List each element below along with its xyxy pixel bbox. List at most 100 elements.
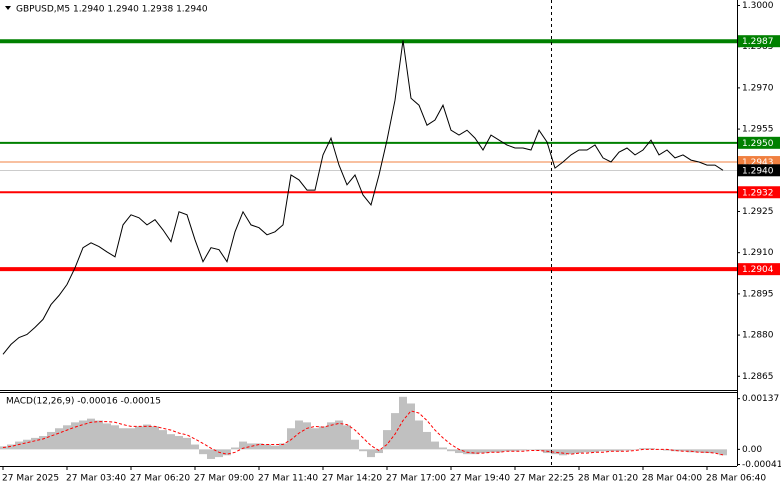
histogram-bar xyxy=(127,428,135,450)
histogram-bar xyxy=(63,425,71,450)
level-label: 1.2932 xyxy=(742,188,774,198)
price-line xyxy=(2,40,724,355)
histogram-bar xyxy=(591,449,599,453)
histogram-bar xyxy=(327,422,335,450)
y-tick-label: 1.2955 xyxy=(742,125,774,135)
x-tick-label: 27 Mar 11:40 xyxy=(258,474,318,484)
histogram-bar xyxy=(407,403,415,450)
histogram-bar xyxy=(279,443,287,450)
histogram-bar xyxy=(39,436,47,450)
x-tick-label: 27 Mar 2025 xyxy=(2,474,59,484)
histogram-bar xyxy=(175,436,183,450)
histogram-bar xyxy=(287,428,295,450)
histogram-bar xyxy=(391,413,399,450)
x-tick-label: 28 Mar 06:40 xyxy=(706,474,766,484)
histogram-bar xyxy=(87,418,95,450)
histogram-bar xyxy=(711,449,719,454)
histogram-bar xyxy=(671,449,679,452)
histogram-bar xyxy=(519,449,527,451)
histogram-bar xyxy=(335,420,343,450)
y-tick-label: 1.2925 xyxy=(742,207,774,217)
x-tick-label: 27 Mar 14:20 xyxy=(322,474,382,484)
level-label-box xyxy=(738,136,780,149)
indicator-title: MACD(12,26,9) -0.00016 -0.00015 xyxy=(6,397,161,407)
histogram-bar xyxy=(351,439,359,450)
y-tick-label: 1.3000 xyxy=(742,1,774,11)
histogram-bar xyxy=(639,448,647,450)
histogram-bar xyxy=(439,447,447,450)
histogram-bar xyxy=(31,437,39,450)
level-label: 1.2950 xyxy=(742,139,774,149)
histogram-bar xyxy=(559,449,567,456)
y-tick-label: 1.2865 xyxy=(742,372,774,382)
chart-title: GBPUSD,M5 1.2940 1.2940 1.2938 1.2940 xyxy=(16,5,208,15)
histogram-bar xyxy=(447,449,455,452)
histogram-bar xyxy=(239,441,247,450)
histogram-bar xyxy=(607,449,615,452)
y-tick-label: 0.00 xyxy=(742,445,762,455)
histogram-bar xyxy=(367,449,375,458)
histogram-bar xyxy=(119,428,127,450)
histogram-bar xyxy=(399,396,407,450)
y-tick-label: 0.00137 xyxy=(742,394,779,404)
histogram-bar xyxy=(719,449,727,456)
histogram-bar xyxy=(167,434,175,450)
histogram-bar xyxy=(615,449,623,452)
level-label: 1.2940 xyxy=(742,166,774,176)
signal-line xyxy=(2,410,724,456)
histogram-bar xyxy=(111,425,119,450)
histogram-bar xyxy=(471,449,479,455)
histogram-bar xyxy=(455,449,463,454)
histogram-bar xyxy=(143,424,151,450)
histogram-bar xyxy=(663,449,671,451)
histogram-bar xyxy=(703,449,711,454)
level-label-box xyxy=(738,164,780,177)
histogram-bar xyxy=(631,449,639,450)
level-label: 1.2943 xyxy=(742,158,774,168)
y-tick-label: 1.2910 xyxy=(742,248,774,258)
histogram-bar xyxy=(415,420,423,450)
histogram-bar xyxy=(575,449,583,454)
histogram-bar xyxy=(319,426,327,450)
histogram-bar xyxy=(431,441,439,450)
histogram-bar xyxy=(303,422,311,450)
histogram-bar xyxy=(495,449,503,453)
level-label-box xyxy=(738,186,780,199)
y-tick-label: 1.2970 xyxy=(742,83,774,93)
histogram-bar xyxy=(383,430,391,450)
level-label-box xyxy=(738,35,780,48)
menu-icon[interactable] xyxy=(5,6,11,10)
histogram-bar xyxy=(599,449,607,452)
x-tick-label: 28 Mar 04:00 xyxy=(642,474,702,484)
histogram-bar xyxy=(135,426,143,450)
level-label-box xyxy=(738,263,780,276)
histogram-bar xyxy=(183,437,191,450)
level-label: 1.2987 xyxy=(742,37,774,47)
histogram-bar xyxy=(311,428,319,450)
histogram-bar xyxy=(151,426,159,450)
histogram-bar xyxy=(359,449,367,452)
histogram-bar xyxy=(159,430,167,450)
histogram-bar xyxy=(551,449,559,455)
histogram-bar xyxy=(487,449,495,453)
histogram-bar xyxy=(527,449,535,450)
histogram-bar xyxy=(15,441,23,450)
histogram-bar xyxy=(679,449,687,452)
histogram-bar xyxy=(47,431,55,450)
histogram-bar xyxy=(623,449,631,451)
histogram-bar xyxy=(647,448,655,450)
histogram-bar xyxy=(55,428,63,450)
histogram-bar xyxy=(7,444,15,450)
histogram-bar xyxy=(103,423,111,450)
x-tick-label: 27 Mar 17:00 xyxy=(386,474,446,484)
histogram-bar xyxy=(695,449,703,453)
y-tick-label: 1.2895 xyxy=(742,289,774,299)
histogram-bar xyxy=(567,449,575,455)
histogram-bar xyxy=(255,443,263,450)
histogram-bar xyxy=(423,431,431,450)
histogram-bar xyxy=(231,447,239,450)
histogram-bar xyxy=(583,449,591,453)
y-tick-label: 1.2880 xyxy=(742,331,774,341)
